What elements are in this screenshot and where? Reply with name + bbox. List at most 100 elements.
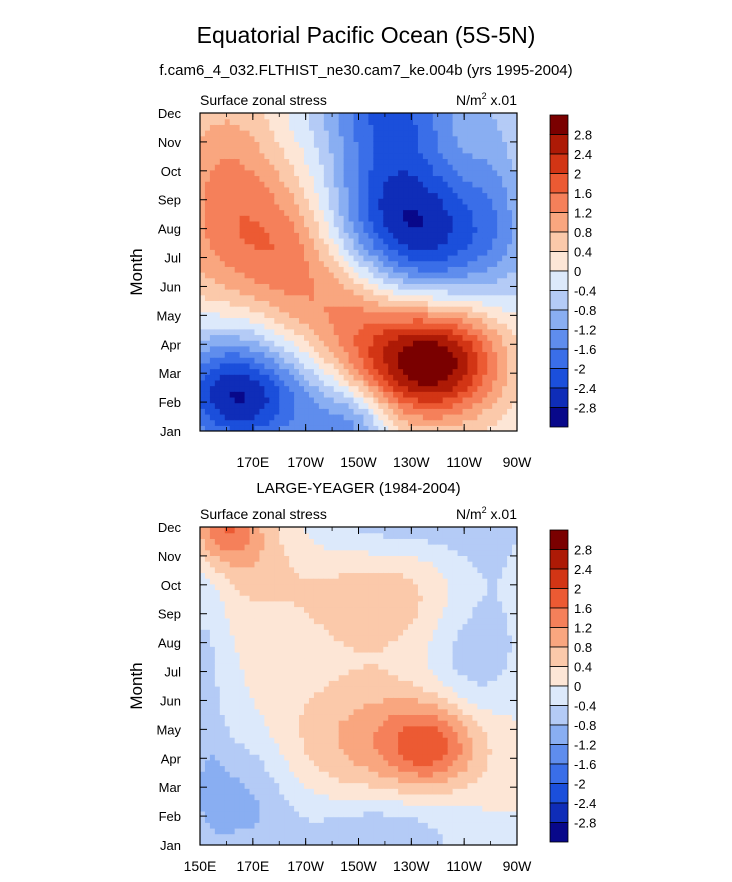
heatmap-cell bbox=[279, 374, 285, 381]
heatmap-cell bbox=[204, 368, 211, 375]
heatmap-cell bbox=[239, 549, 246, 556]
heatmap-cell bbox=[249, 708, 256, 715]
heatmap-cell bbox=[462, 419, 469, 426]
heatmap-cell bbox=[467, 391, 474, 398]
heatmap-cell bbox=[442, 254, 449, 262]
heatmap-cell bbox=[294, 651, 300, 659]
heatmap-cell bbox=[249, 793, 256, 801]
heatmap-cell bbox=[234, 538, 241, 545]
heatmap-cell bbox=[264, 345, 270, 353]
heatmap-cell bbox=[209, 617, 216, 625]
heatmap-cell bbox=[299, 254, 305, 262]
heatmap-cell bbox=[254, 164, 261, 171]
heatmap-cell bbox=[462, 243, 469, 250]
heatmap-cell bbox=[229, 776, 236, 784]
heatmap-cell bbox=[204, 357, 211, 364]
colorbar-swatch bbox=[549, 192, 569, 213]
heatmap-cell bbox=[373, 334, 379, 341]
heatmap-cell bbox=[308, 175, 315, 182]
heatmap-cell bbox=[388, 215, 394, 222]
heatmap-cell bbox=[239, 646, 246, 653]
heatmap-cell bbox=[224, 272, 231, 279]
heatmap-cell bbox=[219, 527, 226, 534]
heatmap-cell bbox=[200, 249, 206, 256]
heatmap-cell bbox=[204, 754, 211, 761]
heatmap-cell bbox=[279, 799, 285, 806]
heatmap-cell bbox=[373, 317, 379, 324]
heatmap-cell bbox=[219, 578, 226, 585]
heatmap-cell bbox=[254, 725, 261, 733]
heatmap-cell bbox=[254, 810, 261, 818]
heatmap-cell bbox=[368, 402, 374, 409]
heatmap-cell bbox=[333, 328, 340, 336]
heatmap-cell bbox=[204, 538, 211, 545]
heatmap-cell bbox=[299, 629, 305, 636]
heatmap-cell bbox=[457, 379, 464, 387]
heatmap-cell bbox=[219, 317, 226, 324]
heatmap-cell bbox=[427, 277, 434, 284]
heatmap-cell bbox=[412, 402, 419, 409]
heatmap-cell bbox=[462, 328, 469, 336]
heatmap-cell bbox=[239, 317, 246, 324]
heatmap-cell bbox=[403, 130, 409, 137]
heatmap-cell bbox=[308, 425, 315, 431]
heatmap-cell bbox=[338, 368, 345, 375]
heatmap-cell bbox=[204, 725, 211, 733]
heatmap-cell bbox=[304, 544, 310, 551]
heatmap-cell bbox=[224, 703, 231, 710]
heatmap-cell bbox=[289, 725, 295, 733]
heatmap-cell bbox=[457, 226, 464, 233]
heatmap-cell bbox=[308, 300, 315, 307]
heatmap-cell bbox=[209, 169, 216, 177]
heatmap-cell bbox=[358, 413, 365, 421]
heatmap-cell bbox=[254, 272, 261, 279]
heatmap-cell bbox=[373, 379, 379, 387]
heatmap-cell bbox=[249, 379, 256, 387]
heatmap-cell bbox=[254, 425, 261, 431]
heatmap-cell bbox=[308, 810, 315, 818]
heatmap-cell bbox=[204, 254, 211, 262]
heatmap-cell bbox=[417, 323, 424, 330]
heatmap-cell bbox=[417, 215, 424, 222]
heatmap-cell bbox=[333, 215, 340, 222]
heatmap-cell bbox=[274, 328, 280, 336]
heatmap-cell bbox=[427, 181, 434, 188]
heatmap-cell bbox=[323, 272, 330, 279]
heatmap-cell bbox=[234, 294, 241, 301]
heatmap-cell bbox=[328, 374, 335, 381]
heatmap-cell bbox=[323, 396, 330, 404]
heatmap-cell bbox=[249, 640, 256, 647]
heatmap-cell bbox=[259, 600, 265, 608]
heatmap-cell bbox=[328, 198, 335, 205]
heatmap-cell bbox=[269, 703, 275, 710]
heatmap-cell bbox=[259, 113, 265, 120]
colorbar-label: 2.8 bbox=[574, 128, 592, 143]
heatmap-cell bbox=[343, 385, 350, 392]
heatmap-cell bbox=[214, 544, 221, 551]
heatmap-cell bbox=[229, 606, 236, 613]
heatmap-cell bbox=[239, 720, 246, 727]
heatmap-cell bbox=[358, 249, 365, 256]
heatmap-cell bbox=[308, 720, 315, 727]
heatmap-cell bbox=[229, 198, 236, 205]
heatmap-cell bbox=[269, 113, 275, 120]
heatmap-cell bbox=[264, 186, 270, 194]
heatmap-cell bbox=[214, 697, 221, 704]
heatmap-cell bbox=[482, 402, 488, 409]
heatmap-cell bbox=[274, 306, 280, 313]
heatmap-cell bbox=[492, 396, 498, 404]
heatmap-cell bbox=[403, 351, 409, 358]
heatmap-cell bbox=[452, 118, 459, 125]
heatmap-cell bbox=[249, 810, 256, 818]
heatmap-cell bbox=[512, 226, 517, 233]
heatmap-cell bbox=[437, 226, 444, 233]
heatmap-cell bbox=[219, 555, 226, 562]
heatmap-cell bbox=[507, 226, 513, 233]
heatmap-cell bbox=[328, 345, 335, 353]
heatmap-cell bbox=[204, 799, 211, 806]
heatmap-cell bbox=[274, 345, 280, 353]
heatmap-cell bbox=[294, 708, 300, 715]
heatmap-cell bbox=[363, 226, 369, 233]
heatmap-cell bbox=[209, 254, 216, 262]
heatmap-cell bbox=[452, 328, 459, 336]
